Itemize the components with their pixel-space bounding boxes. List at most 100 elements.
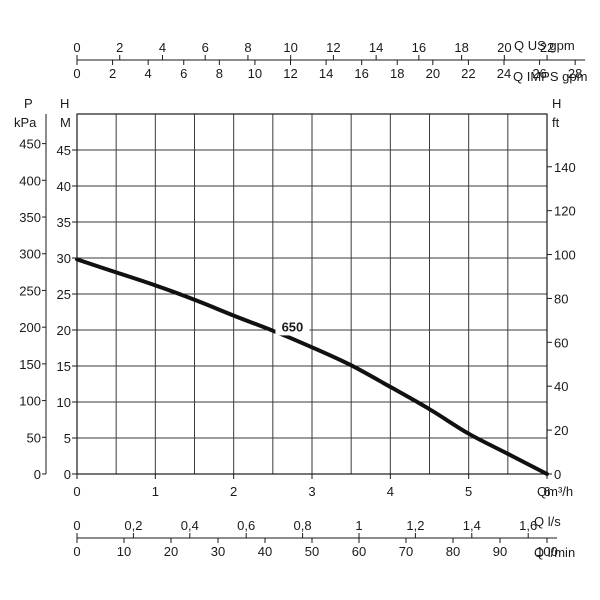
- us-gpm-tick-label: 26: [532, 66, 546, 81]
- lmin-tick-label: 60: [352, 544, 366, 559]
- lmin-tick-label: 0: [73, 544, 80, 559]
- us-gpm-tick-label: 28: [568, 66, 582, 81]
- ft-tick-label: 140: [554, 160, 576, 175]
- ls-tick-label: 1,6: [519, 518, 537, 533]
- y-unit-bottom-label: M: [60, 115, 71, 130]
- us-gpm-tick-label: 22: [461, 66, 475, 81]
- imps-gpm-tick-label: 18: [454, 40, 468, 55]
- x-tick-label: 4: [387, 484, 394, 499]
- y-tick-label: 15: [57, 359, 71, 374]
- ft-tick-label: 100: [554, 248, 576, 263]
- ls-tick-label: 1,2: [406, 518, 424, 533]
- grid: [77, 114, 547, 474]
- y-tick-label: 0: [64, 467, 71, 482]
- lmin-unit-label: Q l/min: [534, 545, 575, 560]
- pressure-tick-label: 400: [19, 173, 41, 188]
- series-label-background: [275, 318, 310, 336]
- right-unit-top-label: H: [552, 96, 561, 111]
- ft-tick-label: 120: [554, 204, 576, 219]
- ft-tick-label: 20: [554, 423, 568, 438]
- ls-tick-label: 0,4: [181, 518, 199, 533]
- pressure-tick-label: 300: [19, 247, 41, 262]
- ls-tick-label: 0,2: [124, 518, 142, 533]
- y-tick-label: 10: [57, 395, 71, 410]
- pressure-tick-label: 100: [19, 394, 41, 409]
- imps-gpm-unit-label: Q IMPS gpm: [513, 69, 587, 84]
- ls-tick-label: 0: [73, 518, 80, 533]
- right-unit-bottom-label: ft: [552, 115, 560, 130]
- x-tick-label: 3: [308, 484, 315, 499]
- us-gpm-tick-label: 6: [180, 66, 187, 81]
- pressure-unit-top-label: P: [24, 96, 33, 111]
- lmin-tick-label: 70: [399, 544, 413, 559]
- pressure-tick-label: 50: [27, 430, 41, 445]
- us-gpm-tick-label: 2: [109, 66, 116, 81]
- imps-gpm-tick-label: 2: [116, 40, 123, 55]
- series-label: 650: [282, 319, 304, 334]
- x-tick-label: 1: [152, 484, 159, 499]
- y-tick-label: 25: [57, 287, 71, 302]
- pressure-tick-label: 0: [34, 467, 41, 482]
- us-gpm-tick-label: 8: [216, 66, 223, 81]
- us-gpm-unit-label: Q US gpm: [514, 38, 575, 53]
- ls-tick-label: 0,6: [237, 518, 255, 533]
- x-tick-label: 5: [465, 484, 472, 499]
- y-tick-label: 20: [57, 323, 71, 338]
- us-gpm-tick-label: 14: [319, 66, 333, 81]
- imps-gpm-tick-label: 16: [412, 40, 426, 55]
- series-line-650: [75, 257, 549, 476]
- lmin-tick-label: 10: [117, 544, 131, 559]
- us-gpm-tick-label: 0: [73, 66, 80, 81]
- lmin-tick-label: 80: [446, 544, 460, 559]
- x-tick-label: 0: [73, 484, 80, 499]
- pressure-tick-label: 200: [19, 320, 41, 335]
- imps-gpm-tick-label: 6: [202, 40, 209, 55]
- lmin-tick-label: 30: [211, 544, 225, 559]
- imps-gpm-tick-label: 8: [244, 40, 251, 55]
- y-unit-top-label: H: [60, 96, 69, 111]
- pressure-tick-label: 250: [19, 283, 41, 298]
- x-tick-label: 2: [230, 484, 237, 499]
- pressure-tick-label: 350: [19, 210, 41, 225]
- pressure-tick-label: 150: [19, 357, 41, 372]
- imps-gpm-tick-label: 4: [159, 40, 166, 55]
- imps-gpm-tick-label: 22: [540, 40, 554, 55]
- us-gpm-tick-label: 12: [283, 66, 297, 81]
- lmin-tick-label: 90: [493, 544, 507, 559]
- y-tick-label: 40: [57, 179, 71, 194]
- lmin-tick-label: 40: [258, 544, 272, 559]
- us-gpm-tick-label: 10: [248, 66, 262, 81]
- ls-tick-label: 1,4: [463, 518, 481, 533]
- lmin-tick-label: 50: [305, 544, 319, 559]
- ls-unit-label: Q l/s: [534, 514, 561, 529]
- y-tick-label: 30: [57, 251, 71, 266]
- x-tick-label: 6: [543, 484, 550, 499]
- us-gpm-tick-label: 18: [390, 66, 404, 81]
- lmin-tick-label: 20: [164, 544, 178, 559]
- y-tick-label: 45: [57, 143, 71, 158]
- series-group: 650: [75, 257, 549, 476]
- us-gpm-tick-label: 4: [145, 66, 152, 81]
- us-gpm-tick-label: 20: [426, 66, 440, 81]
- imps-gpm-tick-label: 0: [73, 40, 80, 55]
- x-unit-label: Qm³/h: [537, 484, 573, 499]
- imps-gpm-tick-label: 20: [497, 40, 511, 55]
- ls-tick-label: 0,8: [294, 518, 312, 533]
- y-tick-label: 35: [57, 215, 71, 230]
- pressure-tick-label: 450: [19, 137, 41, 152]
- axes: 0 1 2 3 4 5 6051015202530354045050100150200250…: [19, 40, 586, 559]
- ls-tick-label: 1: [355, 518, 362, 533]
- y-tick-label: 5: [64, 431, 71, 446]
- pressure-unit-bottom-label: kPa: [14, 115, 37, 130]
- lmin-tick-label: 100: [536, 544, 558, 559]
- us-gpm-tick-label: 24: [497, 66, 511, 81]
- imps-gpm-tick-label: 12: [326, 40, 340, 55]
- imps-gpm-tick-label: 14: [369, 40, 383, 55]
- ft-tick-label: 40: [554, 379, 568, 394]
- ft-tick-label: 80: [554, 291, 568, 306]
- ft-tick-label: 60: [554, 335, 568, 350]
- us-gpm-tick-label: 16: [354, 66, 368, 81]
- imps-gpm-tick-label: 10: [283, 40, 297, 55]
- ft-tick-label: 0: [554, 467, 561, 482]
